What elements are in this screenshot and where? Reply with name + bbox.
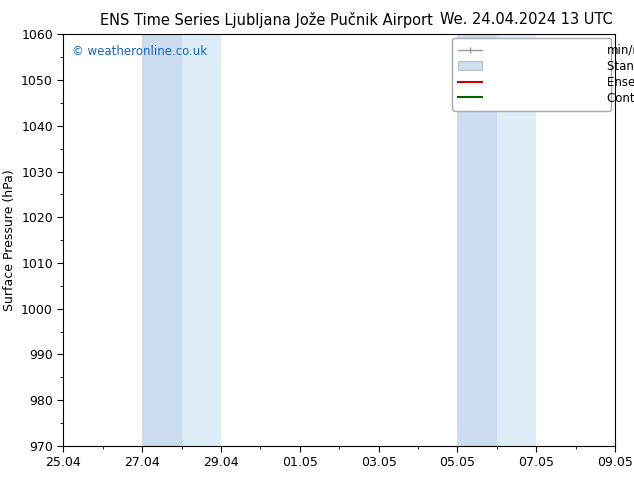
Bar [457, 34, 497, 446]
Text: © weatheronline.co.uk: © weatheronline.co.uk [72, 45, 207, 58]
Text: We. 24.04.2024 13 UTC: We. 24.04.2024 13 UTC [440, 12, 612, 27]
Bar [181, 34, 221, 446]
Bar [142, 34, 181, 446]
Legend: min/max, Standard deviation, Ensemble mean run, Controll run: min/max, Standard deviation, Ensemble me… [453, 38, 611, 111]
Y-axis label: Surface Pressure (hPa): Surface Pressure (hPa) [3, 169, 16, 311]
Text: ENS Time Series Ljubljana Jože Pučnik Airport: ENS Time Series Ljubljana Jože Pučnik Ai… [100, 12, 433, 28]
Bar [497, 34, 536, 446]
